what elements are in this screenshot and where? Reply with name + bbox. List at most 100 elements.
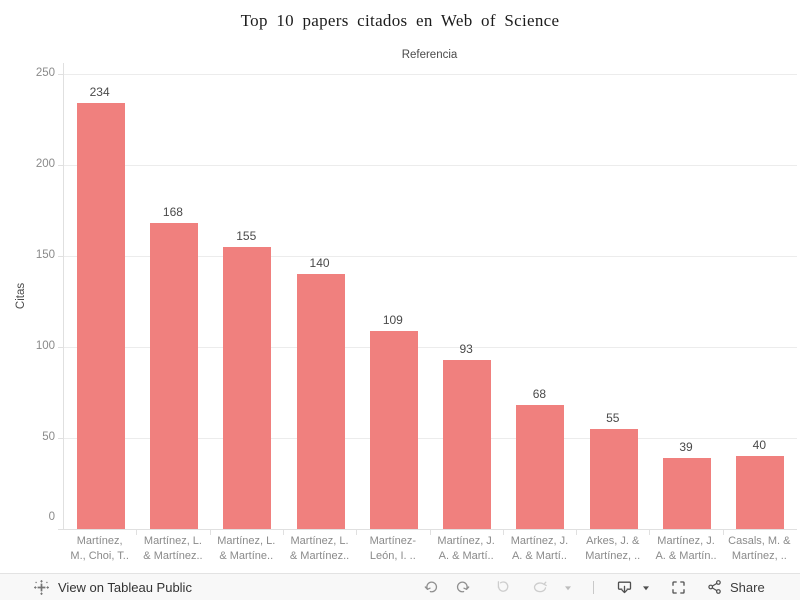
bar[interactable]: [223, 246, 272, 529]
revert-icon: [496, 579, 512, 595]
bar[interactable]: [296, 274, 345, 529]
revert-button[interactable]: [496, 579, 512, 595]
bar[interactable]: [443, 359, 492, 529]
x-tick-mark: [722, 530, 724, 535]
x-tick-mark: [356, 530, 358, 535]
x-tick-label-line: Martínez-: [369, 535, 417, 547]
bar[interactable]: [589, 428, 638, 529]
x-tick-label-line: Martínez,: [76, 535, 123, 547]
y-tick-label: 100: [35, 339, 55, 352]
chart-subtitle: Referencia: [401, 49, 458, 61]
x-tick-mark: [649, 530, 651, 535]
bar-value-label: 234: [89, 85, 110, 100]
share-button[interactable]: Share: [707, 574, 765, 600]
x-tick-mark: [576, 530, 578, 535]
x-tick-mark: [209, 530, 211, 535]
view-on-tableau-public-link[interactable]: View on Tableau Public: [33, 574, 192, 600]
x-tick-label-line: A. & Martín..: [655, 550, 717, 562]
caret-down-icon: [563, 583, 573, 593]
caret-down-icon: [641, 583, 651, 593]
download-icon: [616, 579, 633, 596]
x-tick-label-line: Martínez, L.: [143, 535, 202, 547]
toolbar-separator: [593, 581, 594, 594]
x-tick-label-line: Martínez, J.: [510, 535, 569, 547]
y-tick-mark: [58, 437, 63, 439]
x-tick-label-line: León, I. ..: [369, 550, 416, 562]
refresh-dropdown-caret[interactable]: [563, 583, 573, 593]
x-tick-label-line: & Martíne..: [219, 550, 274, 562]
share-icon: [707, 579, 723, 595]
x-tick-label-line: & Martínez..: [143, 550, 203, 562]
x-tick-label: Martínez, L. & Martínez..: [136, 534, 209, 564]
plot-area: [63, 63, 797, 530]
x-tick-label-line: Martínez, ..: [585, 550, 641, 562]
y-tick-label: 50: [42, 430, 55, 443]
gridline: [64, 346, 797, 348]
x-tick-label: Casals, M. & Martínez, ..: [723, 534, 796, 564]
gridline: [64, 255, 797, 257]
x-tick-mark: [429, 530, 431, 535]
bar-value-label: 55: [606, 410, 620, 425]
x-tick-mark: [136, 530, 138, 535]
gridline: [64, 73, 797, 75]
gridline: [64, 437, 797, 439]
x-tick-label-line: Martínez, ..: [731, 550, 787, 562]
y-tick-mark: [58, 164, 63, 166]
bar[interactable]: [736, 456, 785, 529]
undo-icon: [424, 579, 440, 595]
bar-value-label: 40: [752, 438, 767, 453]
x-tick-label-line: Martínez, J.: [657, 535, 715, 547]
y-tick-mark: [58, 346, 63, 348]
fullscreen-button[interactable]: [670, 579, 687, 596]
x-tick-label: Martínez, J. A. & Martí..: [430, 534, 503, 564]
x-tick-label-line: Martínez, L.: [290, 535, 349, 547]
x-tick-label-line: A. & Martí..: [511, 550, 567, 562]
bar-value-label: 93: [459, 341, 473, 356]
refresh-button[interactable]: [532, 579, 548, 595]
tableau-logo: [33, 579, 50, 596]
redo-icon: [454, 579, 470, 595]
x-tick-label-line: Casals, M. &: [728, 535, 791, 547]
view-link-label: View on Tableau Public: [58, 579, 192, 595]
x-tick-label: Martínez, J. A. & Martí..: [503, 534, 576, 564]
download-button[interactable]: [616, 579, 633, 596]
x-tick-label: Martínez- León, I. ..: [356, 534, 429, 564]
x-tick-mark: [502, 530, 504, 535]
x-tick-label-line: Martínez, L.: [217, 535, 276, 547]
bar-value-label: 168: [162, 205, 183, 220]
x-tick-label-line: & Martínez..: [289, 550, 350, 562]
y-tick-label: 0: [48, 511, 55, 523]
bar[interactable]: [663, 458, 712, 529]
x-tick-label-line: M., Choi, T..: [70, 550, 129, 562]
bar-value-label: 109: [382, 312, 403, 327]
share-label: Share: [730, 579, 765, 595]
y-tick-mark: [58, 255, 63, 257]
y-tick-label: 150: [35, 248, 55, 261]
y-tick-label: 250: [35, 66, 55, 79]
bar[interactable]: [149, 223, 198, 529]
bar[interactable]: [369, 330, 418, 529]
redo-button[interactable]: [454, 579, 470, 595]
x-tick-label-line: Martínez, J.: [437, 535, 495, 547]
x-tick-mark: [282, 530, 284, 535]
bar-value-label: 39: [679, 440, 693, 454]
y-tick-mark: [58, 529, 63, 530]
x-tick-label: Martínez, L. & Martínez..: [283, 534, 356, 564]
undo-button[interactable]: [424, 579, 440, 595]
x-tick-label: Martínez, M., Choi, T..: [63, 534, 136, 564]
fullscreen-icon: [670, 579, 687, 596]
gridline: [64, 164, 797, 166]
x-tick-label: Martínez, J. A. & Martín..: [649, 534, 722, 564]
x-tick-label-line: Arkes, J. &: [586, 535, 640, 547]
chart-title: Top 10 papers citados en Web of Science: [240, 11, 560, 30]
x-tick-label: Arkes, J. & Martínez, ..: [576, 534, 649, 564]
download-dropdown-caret[interactable]: [641, 583, 651, 593]
y-tick-mark: [58, 73, 63, 75]
bar[interactable]: [76, 103, 125, 529]
bar-value-label: 68: [532, 387, 547, 402]
x-tick-label-line: A. & Martí..: [438, 550, 494, 562]
bar[interactable]: [516, 405, 565, 529]
bar-value-label: 155: [236, 228, 257, 243]
y-tick-label: 200: [35, 157, 55, 170]
